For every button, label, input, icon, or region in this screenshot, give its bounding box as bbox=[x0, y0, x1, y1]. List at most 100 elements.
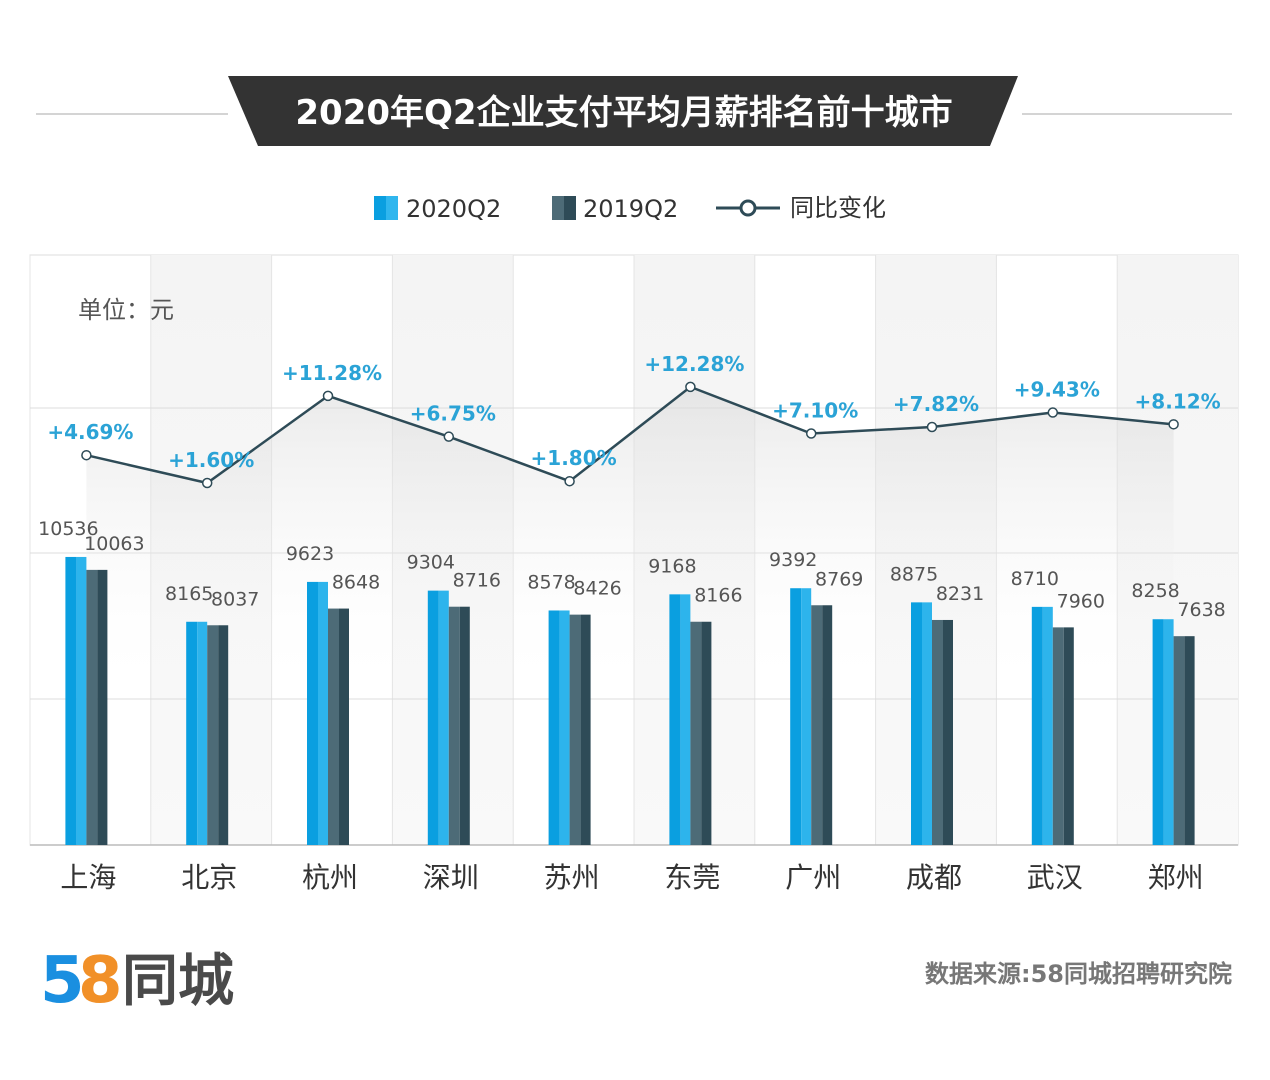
data-label-2019q2: 8648 bbox=[332, 572, 380, 594]
data-label-2020q2: 9392 bbox=[769, 549, 817, 571]
yoy-point bbox=[805, 428, 817, 439]
yoy-label: +1.80% bbox=[531, 446, 617, 470]
bar-2020q2 bbox=[65, 556, 77, 845]
bar-2019q2 bbox=[207, 625, 219, 845]
legend-label-yoy: 同比变化 bbox=[790, 194, 886, 222]
bar-2019q2-shade bbox=[1184, 636, 1195, 845]
logo-eight: 8 bbox=[78, 944, 123, 1018]
data-label-2019q2: 8426 bbox=[573, 578, 621, 600]
data-label-2020q2: 8578 bbox=[527, 571, 575, 593]
bar-2019q2 bbox=[932, 619, 943, 845]
data-label-2020q2: 8710 bbox=[1011, 568, 1059, 590]
yoy-point bbox=[443, 431, 455, 442]
category-label: 广州 bbox=[785, 861, 841, 894]
yoy-label: +1.60% bbox=[168, 448, 254, 472]
data-label-2020q2: 8875 bbox=[890, 563, 938, 585]
legend-swatch-2020q2-b bbox=[386, 196, 398, 220]
bar-2019q2 bbox=[328, 608, 339, 845]
category-label: 杭州 bbox=[302, 861, 358, 894]
data-label-2020q2: 9304 bbox=[407, 552, 455, 574]
bar-2019q2 bbox=[569, 614, 581, 845]
bar-2019q2-shade bbox=[218, 625, 229, 845]
chart-title: 2020年Q2企业支付平均月薪排名前十城市 bbox=[295, 93, 952, 133]
yoy-point bbox=[322, 390, 334, 402]
data-label-2019q2: 7638 bbox=[1177, 599, 1225, 621]
unit-label: 单位：元 bbox=[78, 296, 174, 324]
category-label: 武汉 bbox=[1027, 861, 1083, 894]
yoy-label: +6.75% bbox=[410, 402, 496, 426]
bar-2019q2 bbox=[811, 605, 823, 845]
bar-2019q2 bbox=[86, 569, 98, 845]
yoy-label: +7.10% bbox=[772, 399, 858, 423]
bar-2020q2 bbox=[790, 588, 802, 845]
data-label-2019q2: 8769 bbox=[815, 568, 863, 590]
legend-label-2019q2: 2019Q2 bbox=[583, 195, 678, 223]
category-label: 北京 bbox=[181, 861, 237, 894]
bar-2020q2-highlight bbox=[438, 590, 449, 845]
bar-2020q2 bbox=[427, 590, 439, 845]
yoy-label: +11.28% bbox=[282, 361, 382, 385]
yoy-point bbox=[926, 421, 938, 433]
bar-2020q2-highlight bbox=[559, 610, 570, 845]
logo-five: 5 bbox=[40, 944, 85, 1018]
category-label: 苏州 bbox=[544, 861, 600, 894]
bar-2020q2 bbox=[1152, 619, 1164, 845]
yoy-point bbox=[685, 381, 696, 393]
data-label-2020q2: 10536 bbox=[38, 518, 98, 540]
data-source: 数据来源:58同城招聘研究院 bbox=[925, 960, 1232, 988]
yoy-label: +9.43% bbox=[1014, 378, 1100, 402]
bar-2020q2-highlight bbox=[318, 581, 328, 845]
bar-2019q2-shade bbox=[1063, 627, 1074, 845]
logo-text: 同城 bbox=[122, 949, 234, 1014]
bar-2020q2-highlight bbox=[197, 621, 208, 845]
line-area-shade bbox=[86, 386, 1174, 700]
yoy-point bbox=[1047, 407, 1059, 418]
yoy-point bbox=[201, 477, 213, 489]
bar-2020q2-highlight bbox=[76, 556, 87, 845]
bar-2019q2-shade bbox=[943, 619, 953, 845]
data-label-2020q2: 8165 bbox=[165, 583, 213, 605]
bar-2020q2 bbox=[1031, 606, 1043, 845]
category-label: 东莞 bbox=[664, 861, 720, 894]
bar-2019q2-shade bbox=[822, 605, 833, 845]
data-label-2020q2: 9168 bbox=[648, 555, 696, 577]
legend-label-2020q2: 2020Q2 bbox=[406, 195, 501, 223]
title-banner bbox=[228, 76, 1018, 146]
bar-2020q2 bbox=[669, 594, 681, 845]
bar-2020q2-highlight bbox=[680, 594, 691, 845]
legend-swatch-2019q2 bbox=[552, 196, 564, 220]
bar-2020q2-highlight bbox=[1042, 606, 1053, 845]
yoy-line bbox=[86, 385, 1174, 485]
data-label-2019q2: 8037 bbox=[211, 588, 259, 610]
bar-2020q2 bbox=[186, 621, 198, 845]
bar-2019q2-shade bbox=[701, 621, 712, 845]
yoy-label: +7.82% bbox=[893, 392, 979, 416]
data-label-2019q2: 8716 bbox=[453, 570, 501, 592]
bar-2019q2-shade bbox=[459, 606, 470, 845]
bar-2019q2 bbox=[1052, 627, 1064, 845]
category-label: 郑州 bbox=[1148, 861, 1204, 894]
bar-2020q2-highlight bbox=[801, 588, 812, 845]
bar-2019q2-shade bbox=[339, 608, 349, 845]
bar-2019q2 bbox=[448, 606, 460, 845]
bar-2020q2-highlight bbox=[1163, 619, 1174, 845]
yoy-label: +12.28% bbox=[644, 352, 744, 376]
yoy-point bbox=[1168, 419, 1179, 430]
bar-2019q2 bbox=[1173, 636, 1185, 845]
bar-2020q2 bbox=[548, 610, 560, 845]
category-label: 深圳 bbox=[423, 861, 479, 894]
legend-swatch-2019q2-b bbox=[564, 196, 576, 220]
yoy-point bbox=[81, 449, 92, 461]
yoy-point bbox=[564, 475, 575, 487]
legend-swatch-2020q2 bbox=[374, 196, 386, 220]
data-label-2019q2: 7960 bbox=[1057, 590, 1105, 612]
bar-2020q2 bbox=[307, 581, 318, 845]
category-label: 上海 bbox=[60, 861, 116, 894]
yoy-label: +4.69% bbox=[47, 420, 133, 444]
yoy-label: +8.12% bbox=[1135, 389, 1221, 413]
bar-2019q2 bbox=[690, 621, 702, 845]
bar-2020q2 bbox=[911, 602, 922, 845]
bar-2019q2-shade bbox=[580, 614, 591, 845]
data-label-2019q2: 10063 bbox=[84, 533, 144, 555]
